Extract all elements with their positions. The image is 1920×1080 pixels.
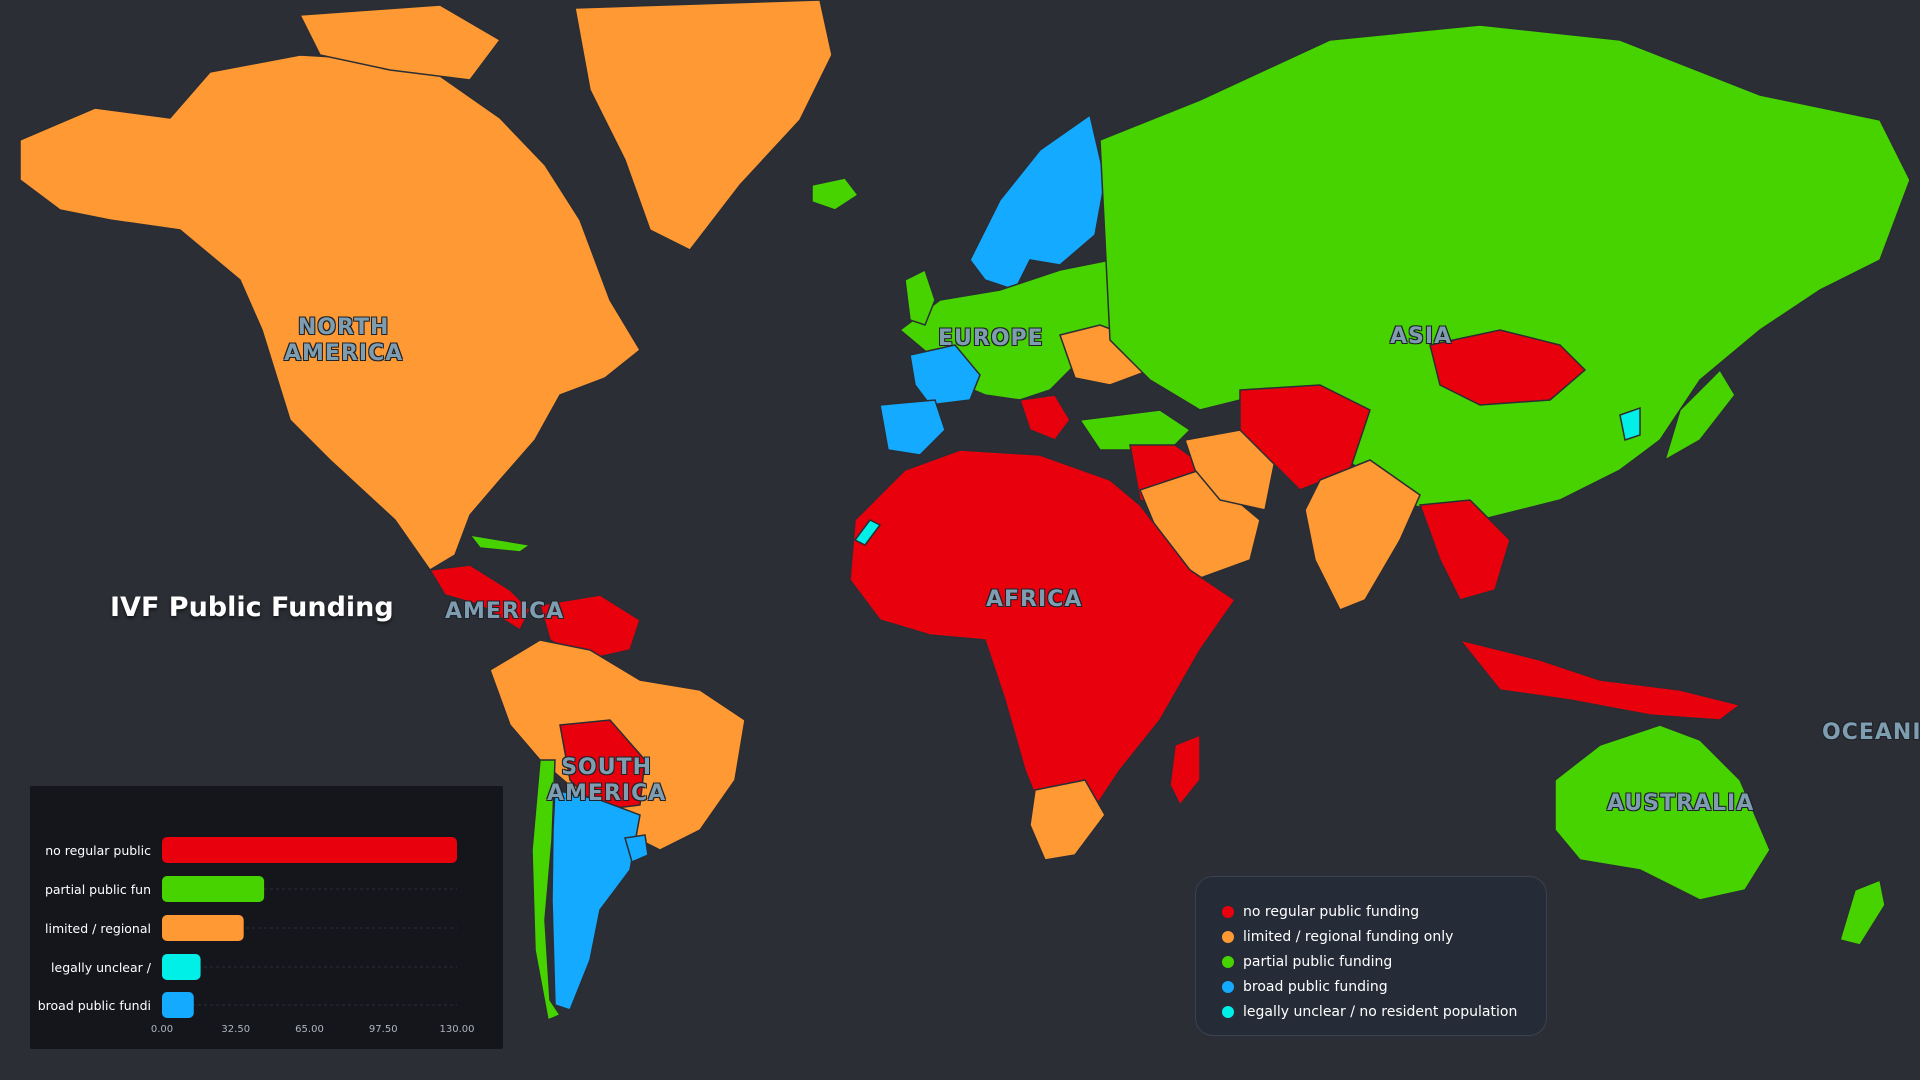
country-africa[interactable] (849, 449, 1237, 821)
legend-item-broad[interactable]: broad public funding (1222, 974, 1546, 999)
country-japan[interactable] (1663, 368, 1736, 462)
legend-dot (1222, 1005, 1234, 1018)
country-north-america[interactable] (19, 54, 641, 572)
legend-dot (1222, 955, 1234, 968)
country-new-zealand[interactable] (1839, 878, 1886, 946)
country-balkans[interactable] (1019, 394, 1071, 441)
bar-category-label: broad public fundi (38, 998, 151, 1013)
country-indonesia[interactable] (1458, 638, 1742, 721)
legend-dot (1222, 980, 1234, 993)
country-canada-islands[interactable] (298, 4, 502, 81)
bar-4[interactable] (162, 992, 194, 1018)
region-label-asia: ASIA (1390, 324, 1453, 349)
legend-label: no regular public funding (1243, 903, 1420, 920)
country-venezuela-region[interactable] (539, 594, 641, 661)
legend-label: partial public funding (1243, 953, 1393, 970)
bar-category-label: legally unclear / (51, 960, 152, 975)
bar-2[interactable] (162, 915, 244, 941)
country-caribbean[interactable] (468, 533, 532, 553)
region-label-africa: AFRICA (986, 587, 1083, 612)
bar-chart-panel: no regular public partial public fun limit… (30, 786, 503, 1049)
country-southeast-asia[interactable] (1418, 499, 1511, 601)
region-label-america: AMERICA (445, 599, 565, 624)
region-label-north-america: NORTH AMERICA (284, 315, 404, 366)
country-uk[interactable] (904, 268, 936, 326)
country-madagascar[interactable] (1169, 733, 1201, 807)
bar-1[interactable] (162, 876, 265, 902)
map-legend: no regular public funding limited / regi… (1195, 876, 1547, 1036)
country-australia[interactable] (1554, 724, 1771, 901)
legend-item-no-regular[interactable]: no regular public funding (1222, 899, 1546, 924)
bar-category-label: limited / regional (45, 921, 151, 936)
region-label-south-america: SOUTH AMERICA (547, 755, 667, 806)
region-label-europe: EUROPE (938, 326, 1044, 351)
x-tick-label: 97.50 (369, 1024, 398, 1035)
country-argentina[interactable] (551, 789, 641, 1011)
legend-label: legally unclear / no resident population (1243, 1003, 1518, 1020)
x-tick-label: 130.00 (440, 1024, 475, 1035)
region-label-australia: AUSTRALIA (1607, 791, 1755, 816)
country-central-america[interactable] (428, 564, 531, 632)
country-western-sahara[interactable] (853, 519, 882, 546)
bar-0[interactable] (162, 837, 457, 863)
country-iberia[interactable] (879, 399, 946, 456)
x-tick-label: 0.00 (151, 1024, 173, 1035)
bar-category-label: no regular public (45, 843, 151, 858)
legend-item-unclear[interactable]: legally unclear / no resident population (1222, 999, 1546, 1024)
bar-3[interactable] (162, 954, 201, 980)
region-label-oceania: OCEANI (1822, 720, 1920, 745)
bar-category-label: partial public fun (45, 882, 151, 897)
country-greenland[interactable] (574, 0, 833, 251)
country-france[interactable] (909, 344, 981, 406)
legend-label: limited / regional funding only (1243, 928, 1454, 945)
country-chile[interactable] (531, 759, 562, 1022)
country-mongolia[interactable] (1429, 329, 1587, 406)
country-bolivia[interactable] (559, 719, 646, 811)
country-south-africa[interactable] (1029, 779, 1106, 861)
bar-chart: no regular public partial public fun limit… (38, 837, 475, 1035)
legend-label: broad public funding (1243, 978, 1388, 995)
country-iceland[interactable] (811, 177, 860, 211)
country-uruguay[interactable] (624, 834, 649, 864)
map-title: IVF Public Funding (110, 592, 394, 623)
country-scandinavia[interactable] (969, 113, 1106, 291)
legend-dot (1222, 930, 1234, 943)
legend-item-partial[interactable]: partial public funding (1222, 949, 1546, 974)
country-korea[interactable] (1619, 406, 1641, 441)
country-india[interactable] (1304, 459, 1421, 611)
x-tick-label: 65.00 (295, 1024, 324, 1035)
country-turkey[interactable] (1078, 409, 1192, 451)
x-tick-label: 32.50 (221, 1024, 250, 1035)
legend-dot (1222, 905, 1234, 918)
legend-item-limited[interactable]: limited / regional funding only (1222, 924, 1546, 949)
